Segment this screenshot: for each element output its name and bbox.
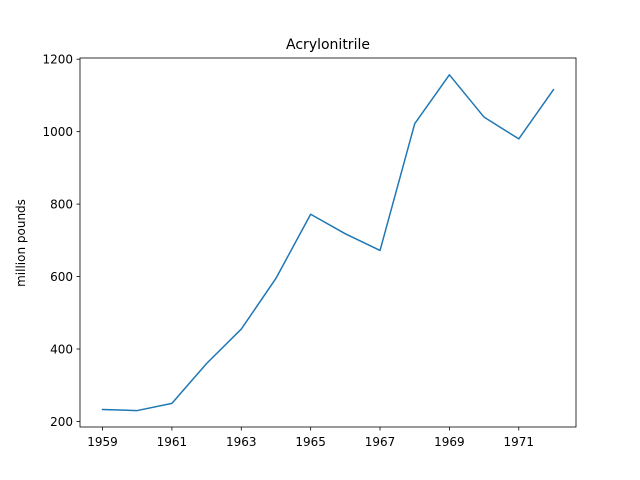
y-tick-label: 1200 bbox=[42, 53, 73, 67]
plot-frame bbox=[79, 57, 577, 428]
x-tick-label: 1963 bbox=[226, 435, 257, 449]
y-tick-label: 1000 bbox=[42, 125, 73, 139]
y-tick-label: 200 bbox=[50, 415, 73, 429]
y-axis-label: million pounds bbox=[14, 199, 28, 287]
y-tick-label: 800 bbox=[50, 198, 73, 212]
y-tick-label: 600 bbox=[50, 270, 73, 284]
x-tick-label: 1971 bbox=[503, 435, 534, 449]
y-axis-ticks: 200 400 600 800 1000 1200 bbox=[42, 53, 80, 429]
x-tick-label: 1969 bbox=[434, 435, 465, 449]
x-axis-ticks: 1959 1961 1963 1965 1967 1969 1971 bbox=[87, 427, 534, 449]
x-tick-label: 1959 bbox=[87, 435, 118, 449]
x-tick-label: 1965 bbox=[295, 435, 326, 449]
x-tick-label: 1961 bbox=[157, 435, 188, 449]
x-tick-label: 1967 bbox=[365, 435, 396, 449]
y-tick-label: 400 bbox=[50, 342, 73, 356]
series-line bbox=[101, 74, 555, 412]
chart-title: Acrylonitrile bbox=[286, 37, 370, 53]
